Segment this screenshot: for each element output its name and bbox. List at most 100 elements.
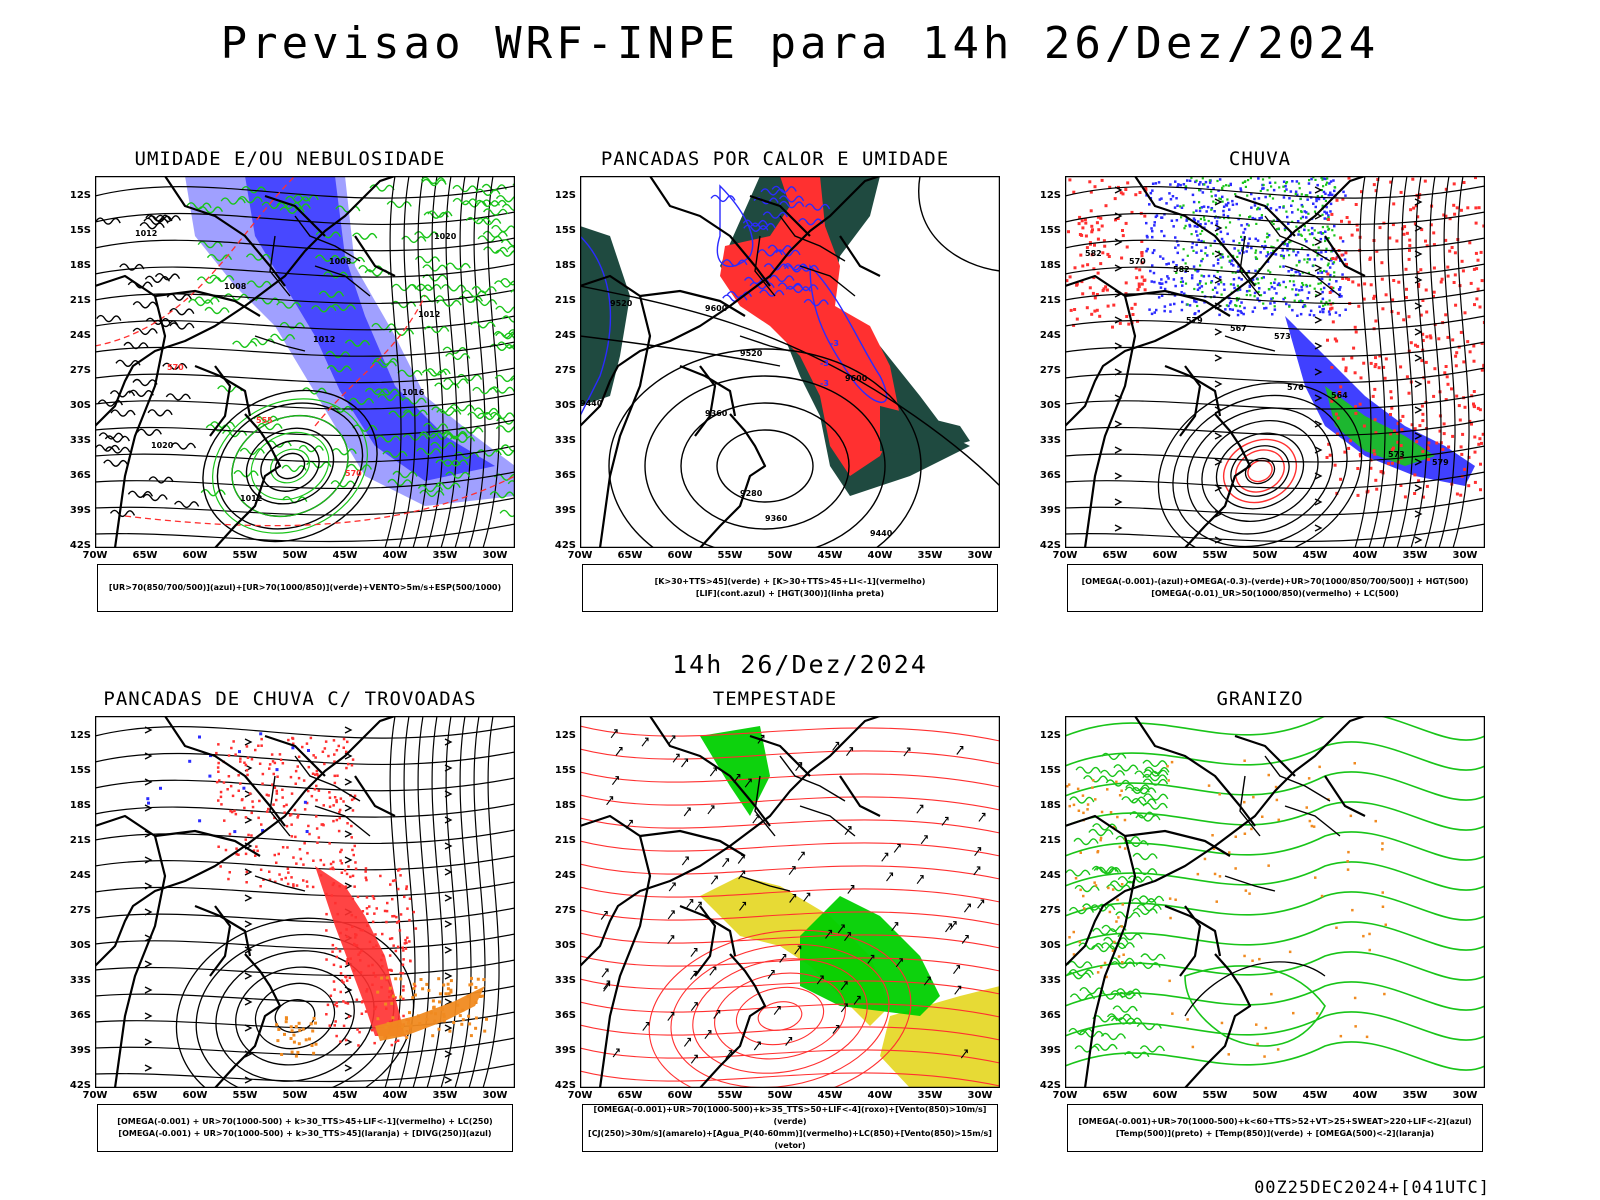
lon-tick-label: 60W (182, 550, 208, 561)
contour-label: 1012 (418, 310, 440, 319)
lon-tick-label: 35W (917, 550, 943, 561)
panel-title: PANCADAS POR CALOR E UMIDADE (600, 148, 950, 170)
lon-tick-label: 50W (767, 550, 793, 561)
lat-tick-label: 42S (1039, 1080, 1061, 1091)
lon-tick-label: 65W (617, 1090, 643, 1101)
lon-tick-label: 70W (1052, 550, 1078, 561)
lat-tick-label: 27S (69, 905, 91, 916)
lat-tick-label: 33S (1039, 975, 1061, 986)
lon-tick-label: 65W (132, 1090, 158, 1101)
contour-label: -3 (820, 359, 829, 368)
contour-label: 9440 (580, 399, 603, 408)
lat-tick-label: 33S (1039, 435, 1061, 446)
lat-tick-label: 27S (554, 905, 576, 916)
lat-tick-label: 12S (554, 190, 576, 201)
lat-tick-label: 21S (1039, 835, 1061, 846)
contour-label: -3 (820, 379, 829, 388)
lat-tick-label: 18S (1039, 800, 1061, 811)
lat-tick-label: 39S (69, 1045, 91, 1056)
lat-tick-label: 15S (69, 225, 91, 236)
legend-line: [OMEGA(-0.001) + UR>70(1000-500) + k>30_… (118, 1129, 492, 1138)
contour-label: 9360 (765, 514, 788, 523)
lat-tick-label: 36S (554, 470, 576, 481)
lon-tick-label: 50W (767, 1090, 793, 1101)
lon-tick-label: 70W (567, 1090, 593, 1101)
legend-box: [OMEGA(-0.001) + UR>70(1000-500) + k>30_… (97, 1104, 513, 1152)
panel-pancadas-trovoadas: PANCADAS DE CHUVA C/ TROVOADAS 12S 15S 18S 2… (55, 688, 525, 1158)
lat-tick-label: 36S (69, 1010, 91, 1021)
panel-chuva: CHUVA 582 579 576 573 570 567 564 579 582 573 12S 15… (1025, 148, 1495, 618)
lat-tick-label: 39S (69, 505, 91, 516)
lat-tick-label: 12S (554, 730, 576, 741)
lon-tick-label: 30W (482, 1090, 508, 1101)
lat-tick-label: 21S (1039, 295, 1061, 306)
lon-tick-label: 35W (1402, 550, 1428, 561)
lon-tick-label: 65W (132, 550, 158, 561)
lat-tick-label: 30S (1039, 940, 1061, 951)
coastline-borders (580, 716, 881, 1088)
lat-tick-label: 15S (1039, 765, 1061, 776)
lat-tick-label: 24S (554, 870, 576, 881)
contour-label: 9360 (705, 409, 728, 418)
contour-label: 567 (1230, 324, 1247, 333)
lon-tick-label: 60W (667, 1090, 693, 1101)
lat-tick-label: 27S (1039, 365, 1061, 376)
legend-line: [OMEGA(-0.001)+UR>70(1000-500)+k>35_TTS>… (593, 1105, 987, 1126)
lon-tick-label: 55W (717, 550, 743, 561)
lon-tick-label: 45W (817, 550, 843, 561)
panel-title: GRANIZO (1216, 688, 1304, 710)
lat-tick-label: 36S (69, 470, 91, 481)
coastline-borders (95, 716, 396, 1088)
lat-tick-label: 24S (69, 870, 91, 881)
lon-tick-label: 50W (282, 1090, 308, 1101)
contour-label: 570 (345, 469, 362, 478)
forecast-map (580, 716, 1000, 1088)
forecast-run-label: 00Z25DEC2024+[041UTC] (1254, 1178, 1490, 1198)
lat-tick-label: 15S (69, 765, 91, 776)
lon-tick-label: 60W (667, 550, 693, 561)
lat-tick-label: 24S (1039, 330, 1061, 341)
lon-tick-label: 40W (382, 550, 408, 561)
lat-tick-label: 24S (69, 330, 91, 341)
lat-tick-label: 18S (69, 260, 91, 271)
lon-tick-label: 35W (917, 1090, 943, 1101)
lat-tick-label: 30S (69, 400, 91, 411)
lat-tick-label: 12S (69, 730, 91, 741)
coastline-borders (1065, 176, 1366, 548)
page-title: Previsao WRF-INPE para 14h 26/Dez/2024 (220, 18, 1380, 69)
lon-tick-label: 30W (1452, 550, 1478, 561)
lon-tick-label: 45W (332, 1090, 358, 1101)
lat-tick-label: 39S (554, 1045, 576, 1056)
legend-line: [OMEGA(-0.001)+UR>70(1000-500)+k<60+TTS>… (1078, 1117, 1472, 1126)
coastline-borders (1065, 716, 1366, 1088)
coastline-borders (95, 176, 396, 548)
panel-umidade: UMIDADE E/OU NEBULOSIDADE 1012 1008 1012 101… (55, 148, 525, 618)
panel-title: UMIDADE E/OU NEBULOSIDADE (134, 148, 446, 170)
panel-title: TEMPESTADE (712, 688, 838, 710)
contour-label: 570 (167, 363, 184, 372)
lat-tick-label: 21S (554, 835, 576, 846)
contour-label: 9600 (705, 304, 728, 313)
legend-box: [UR>70(850/700/500)](azul)+[UR>70(1000/8… (97, 564, 513, 612)
contour-label: 9600 (845, 374, 868, 383)
lon-tick-label: 45W (332, 550, 358, 561)
map-canvas (580, 716, 1000, 1088)
legend-box: [OMEGA(-0.001)+UR>70(1000-500)+k>35_TTS>… (582, 1104, 998, 1152)
lat-tick-label: 33S (554, 975, 576, 986)
lon-tick-label: 40W (867, 550, 893, 561)
contour-label: 1016 (402, 388, 425, 397)
contour-label: 1008 (224, 282, 247, 291)
contour-label: 582 (1085, 249, 1102, 258)
coastline-borders (580, 176, 881, 548)
lat-tick-label: 24S (1039, 870, 1061, 881)
map-canvas (95, 716, 515, 1088)
forecast-map: 582 579 576 573 570 567 564 579 582 573 (1065, 176, 1485, 548)
contour-label: 9440 (870, 529, 893, 538)
legend-line: [Temp(500)](preto) + [Temp(850)](verde) … (1115, 1129, 1435, 1138)
legend-line: [OMEGA(-0.01)_UR>50(1000/850)(vermelho) … (1151, 589, 1399, 598)
lat-tick-label: 39S (1039, 1045, 1061, 1056)
lat-tick-label: 30S (554, 940, 576, 951)
lon-tick-label: 30W (1452, 1090, 1478, 1101)
lon-tick-label: 55W (1202, 550, 1228, 561)
